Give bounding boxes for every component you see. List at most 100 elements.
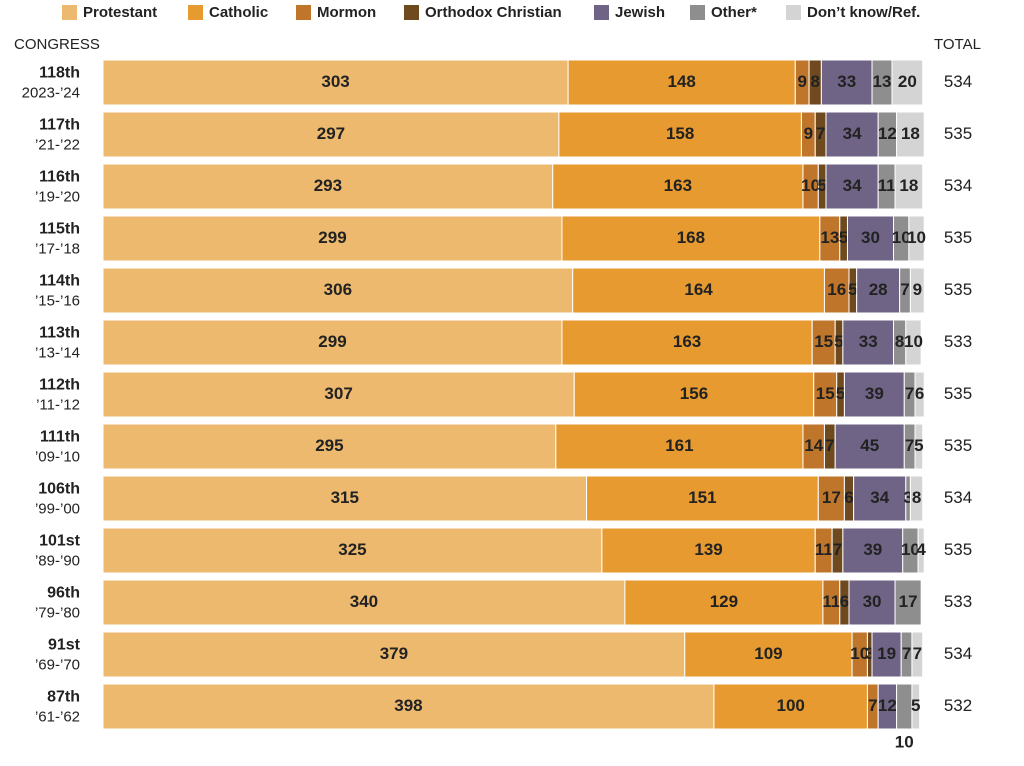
value-label: 295: [315, 436, 343, 455]
value-label: 10: [801, 176, 820, 195]
value-label: 299: [318, 332, 346, 351]
value-label: 11: [822, 592, 840, 611]
bar-segment: [102, 579, 626, 626]
value-label: 10: [907, 228, 926, 247]
congress-label: 111th: [40, 429, 80, 446]
bar-segment: [834, 423, 905, 470]
legend-swatch: [188, 5, 203, 20]
bar-segment: [586, 475, 819, 522]
bar-segment: [842, 527, 904, 574]
value-label: 45: [860, 436, 879, 455]
value-label: 156: [680, 384, 708, 403]
bar-segment: [843, 371, 905, 418]
period-label: 2023-’24: [22, 84, 80, 101]
value-label: 7: [900, 280, 909, 299]
bar-segment: [911, 683, 921, 730]
bar-segment: [713, 683, 868, 730]
congress-label: 117th: [39, 117, 80, 134]
value-label: 3: [865, 644, 874, 663]
bar-segment: [558, 111, 802, 158]
value-label: 5: [911, 696, 920, 715]
period-label: ’99-’00: [35, 500, 80, 517]
legend-swatch: [404, 5, 419, 20]
total-value: 533: [944, 592, 972, 611]
bar-segment: [896, 683, 913, 730]
total-value: 535: [944, 540, 972, 559]
bar-segment: [856, 267, 901, 314]
value-label: 13: [820, 228, 839, 247]
value-label: 398: [394, 696, 422, 715]
legend-label: Catholic: [209, 4, 268, 21]
period-label: ’11-’12: [36, 396, 80, 413]
total-value: 535: [944, 384, 972, 403]
value-label: 3: [903, 488, 912, 507]
value-label: 34: [870, 488, 889, 507]
bar-segment: [102, 527, 603, 574]
value-label: 303: [321, 72, 349, 91]
bar-segment: [909, 475, 924, 522]
value-label: 100: [776, 696, 804, 715]
value-label: 5: [839, 228, 848, 247]
bar-segment: [102, 59, 569, 106]
bar-segment: [823, 267, 850, 314]
bar-segment: [825, 163, 879, 210]
value-label: 5: [836, 384, 845, 403]
value-label: 20: [898, 72, 917, 91]
bar-segment: [561, 215, 821, 262]
total-value: 535: [944, 280, 972, 299]
value-label: 18: [901, 124, 920, 143]
value-label: 8: [912, 488, 921, 507]
value-label: 14: [804, 436, 823, 455]
congress-label: 114th: [39, 273, 80, 290]
value-label: 15: [814, 332, 833, 351]
value-label: 11: [815, 540, 833, 559]
value-label: 5: [848, 280, 857, 299]
value-label: 8: [811, 72, 820, 91]
value-label: 34: [843, 176, 862, 195]
bar-segment: [914, 371, 925, 418]
bar-segment: [825, 111, 879, 158]
bar-segment: [102, 319, 563, 366]
value-label: 39: [863, 540, 882, 559]
bar-segment: [914, 423, 924, 470]
legend-swatch: [296, 5, 311, 20]
total-value: 534: [944, 644, 972, 663]
value-label: 30: [861, 228, 880, 247]
legend-swatch: [594, 5, 609, 20]
value-label: 15: [816, 384, 835, 403]
bar-segment: [684, 631, 853, 678]
value-label: 9: [797, 72, 806, 91]
bar-segment: [102, 371, 575, 418]
bar-segment: [842, 319, 895, 366]
bar-segment: [102, 683, 715, 730]
value-label: 7: [905, 436, 914, 455]
congress-label: 116th: [39, 169, 80, 186]
value-label: 39: [865, 384, 884, 403]
bar-segment: [894, 163, 924, 210]
period-label: ’19-’20: [35, 188, 80, 205]
value-label: 33: [837, 72, 856, 91]
value-label: 7: [902, 644, 911, 663]
congress-label: 87th: [47, 689, 80, 706]
value-label: 163: [664, 176, 692, 195]
bar-segment: [102, 475, 588, 522]
value-label: 109: [754, 644, 782, 663]
bar-segment: [908, 215, 925, 262]
legend-label: Protestant: [83, 4, 157, 21]
congress-label: 118th: [39, 65, 80, 82]
total-value: 535: [944, 228, 972, 247]
value-label: 7: [913, 644, 922, 663]
value-label: 129: [710, 592, 738, 611]
value-label: 315: [331, 488, 359, 507]
legend-label: Jewish: [615, 4, 665, 21]
value-label: 10: [895, 732, 914, 751]
bar-segment: [102, 631, 686, 678]
congress-label: 106th: [38, 481, 80, 498]
value-label: 12: [878, 124, 897, 143]
value-label: 17: [822, 488, 841, 507]
legend-swatch: [786, 5, 801, 20]
value-label: 151: [688, 488, 716, 507]
bar-segment: [102, 215, 563, 262]
value-label: 10: [892, 228, 911, 247]
bar-segment: [896, 111, 925, 158]
